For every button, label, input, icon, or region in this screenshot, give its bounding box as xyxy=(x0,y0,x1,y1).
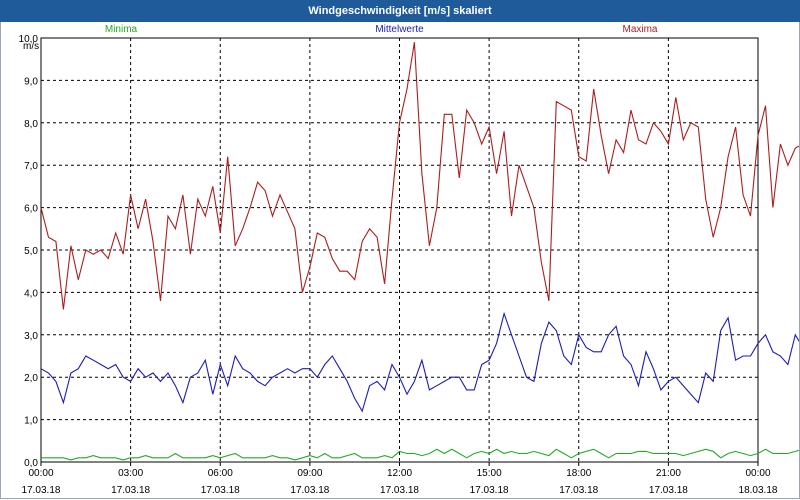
legend-entry-mittelwerte: Mittelwerte xyxy=(375,24,424,35)
series-line-mittelwerte xyxy=(40,311,799,413)
x-tick-date: 18.03.18 xyxy=(739,485,778,496)
x-tick-time: 21:00 xyxy=(656,468,681,479)
chart-frame: Minima Mittelwerte Maxima 0,0 1,0 2,0 3,0 4,0 5… xyxy=(0,22,800,499)
series-line-minima xyxy=(41,448,799,461)
y-axis-label: m/s xyxy=(23,41,39,52)
window-title: Windgeschwindigkeit [m/s] skaliert xyxy=(0,0,800,22)
y-tick-label: 6,0 xyxy=(24,204,38,215)
x-tick-date: 17.03.18 xyxy=(559,485,598,496)
y-tick-label: 9,0 xyxy=(24,76,38,87)
x-tick-time: 15:00 xyxy=(477,468,502,479)
wind-speed-chart: Minima Mittelwerte Maxima 0,0 1,0 2,0 3,0 4,0 5… xyxy=(19,24,799,496)
x-tick-time: 12:00 xyxy=(387,468,412,479)
x-tick-date: 17.03.18 xyxy=(290,485,329,496)
y-tick-label: 5,0 xyxy=(24,246,38,257)
tick-labels: 0,0 1,0 2,0 3,0 4,0 5,0 6,0 7,0 8,0 9,0 10,0 00:00 1… xyxy=(19,34,778,496)
y-tick-label: 1,0 xyxy=(24,416,38,427)
y-tick-label: 8,0 xyxy=(24,119,38,130)
legend-entry-minima: Minima xyxy=(105,24,138,35)
axes xyxy=(40,37,759,466)
x-tick-date: 17.03.18 xyxy=(201,485,240,496)
legend-entry-maxima: Maxima xyxy=(622,24,657,35)
legend: Minima Mittelwerte Maxima xyxy=(105,24,658,35)
x-tick-date: 17.03.18 xyxy=(470,485,509,496)
x-tick-date: 17.03.18 xyxy=(649,485,688,496)
x-tick-time: 00:00 xyxy=(28,468,53,479)
y-tick-label: 0,0 xyxy=(24,458,38,469)
x-tick-time: 03:00 xyxy=(118,468,143,479)
plot-border xyxy=(40,37,759,463)
y-tick-label: 3,0 xyxy=(24,331,38,342)
series-lines xyxy=(40,42,799,461)
x-tick-time: 18:00 xyxy=(566,468,591,479)
x-tick-date: 17.03.18 xyxy=(380,485,419,496)
series-line-maxima xyxy=(40,42,799,310)
y-tick-label: 4,0 xyxy=(24,288,38,299)
grid xyxy=(41,37,758,462)
y-tick-label: 2,0 xyxy=(24,373,38,384)
y-tick-label: 7,0 xyxy=(24,161,38,172)
x-tick-time: 06:00 xyxy=(208,468,233,479)
x-tick-date: 17.03.18 xyxy=(111,485,150,496)
x-tick-time: 09:00 xyxy=(297,468,322,479)
x-tick-time: 00:00 xyxy=(745,468,770,479)
x-tick-date: 17.03.18 xyxy=(22,485,61,496)
y-tick-label: 10,0 xyxy=(19,34,39,45)
